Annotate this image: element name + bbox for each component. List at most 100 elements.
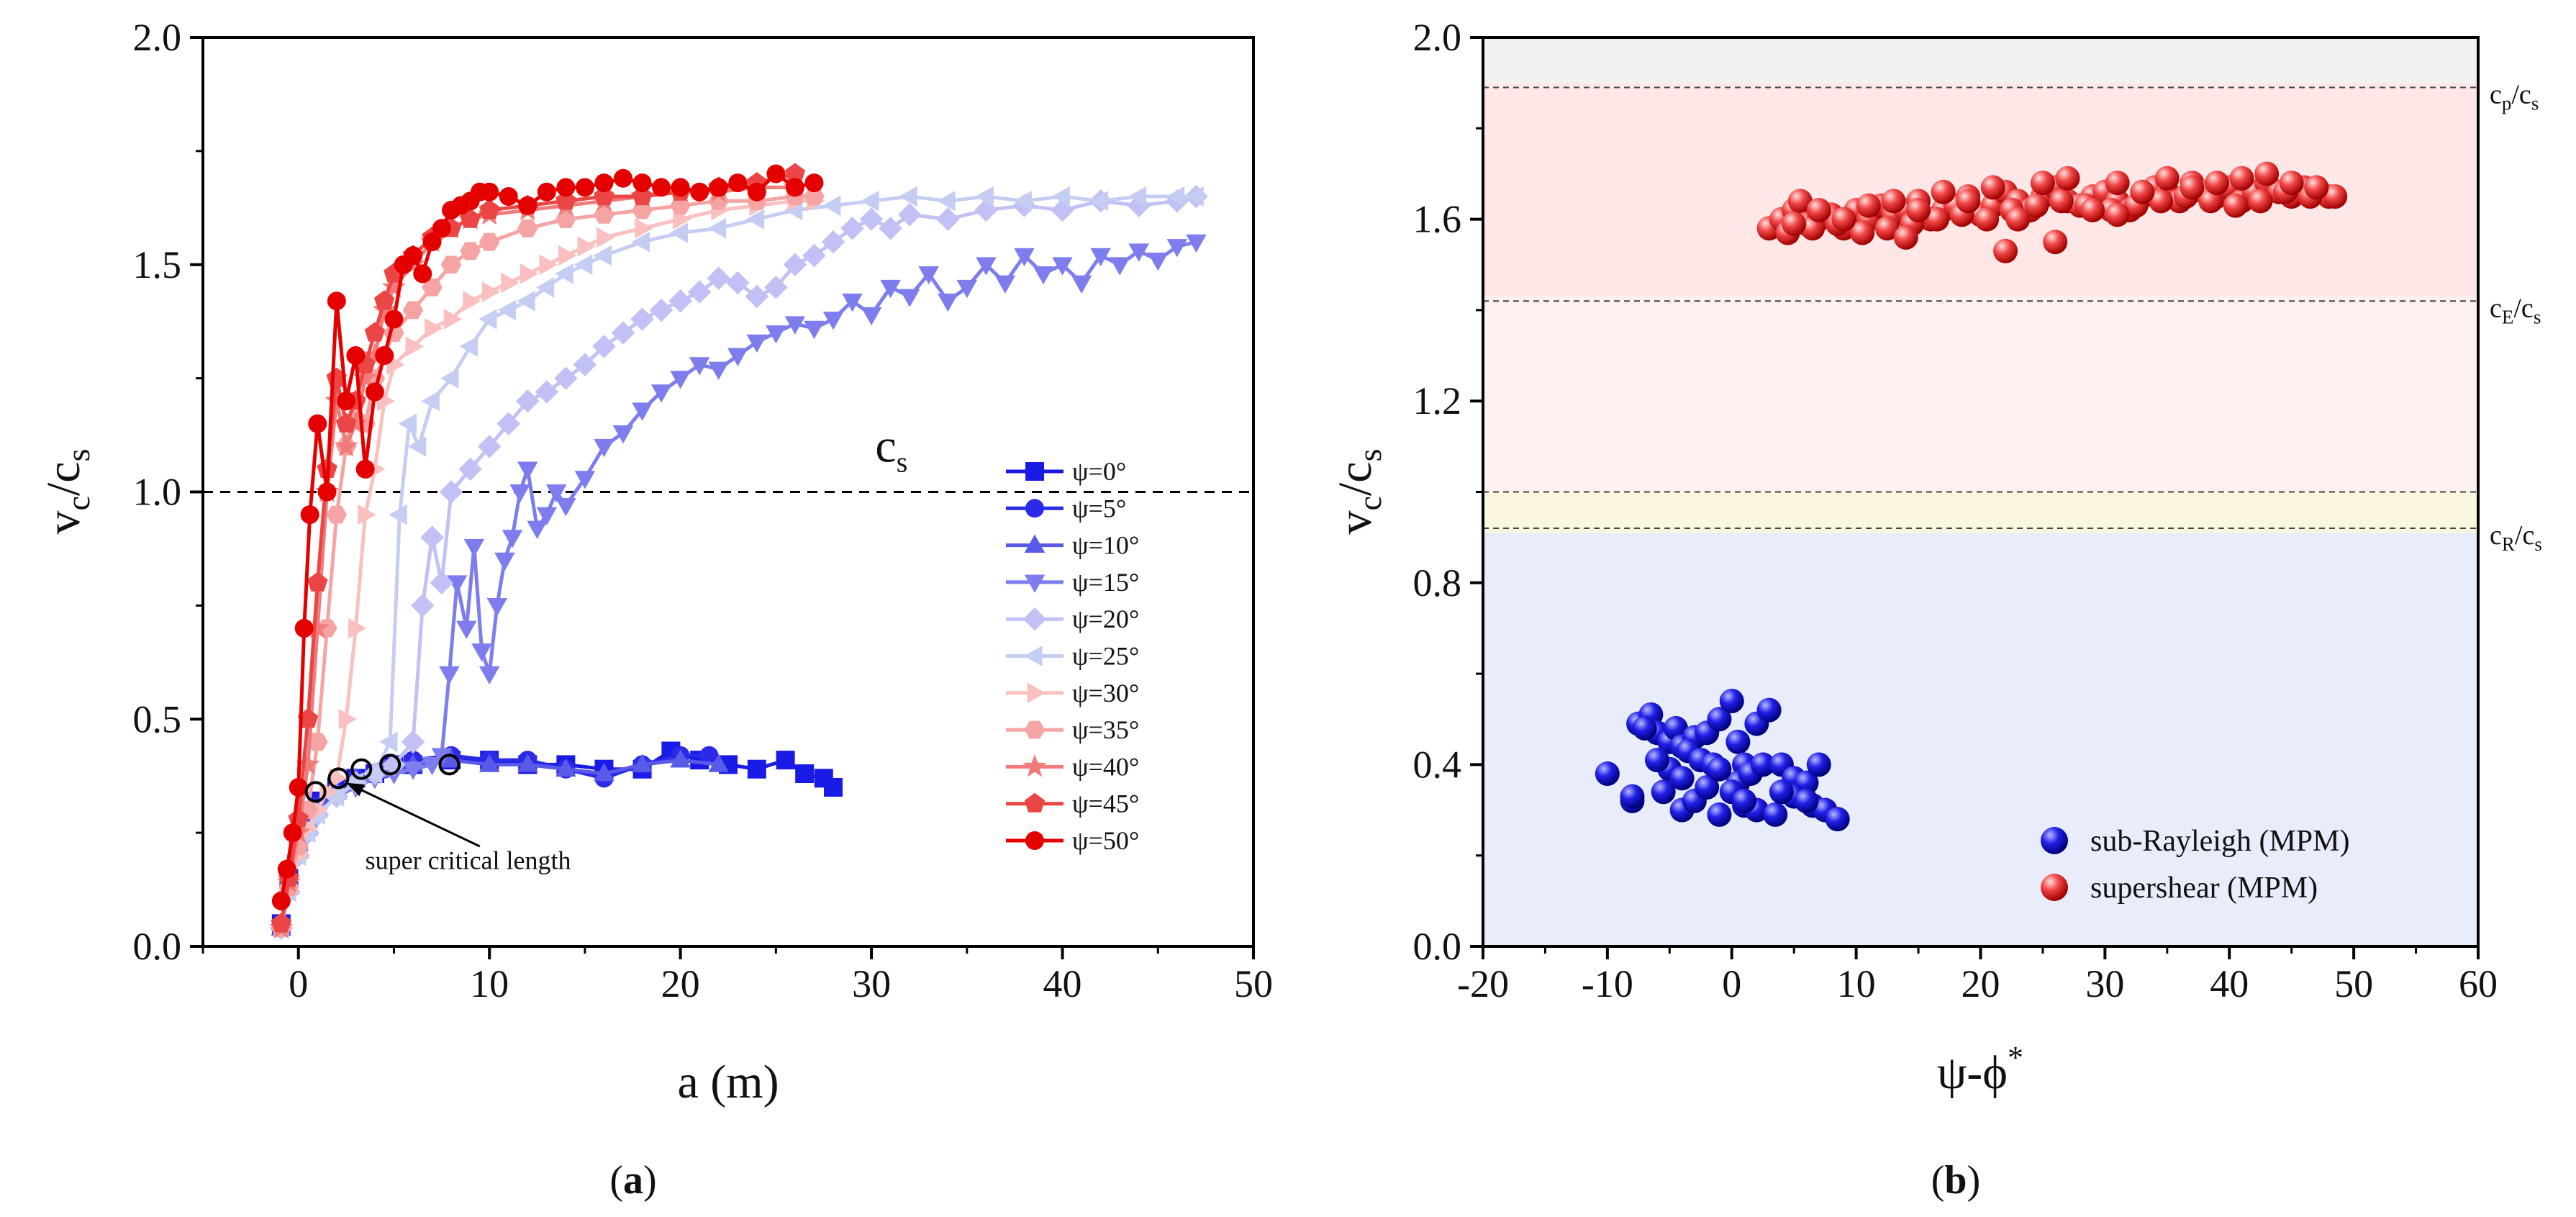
data-point	[516, 389, 540, 413]
y-tick-label: 2.0	[133, 16, 182, 59]
data-point	[1707, 756, 1732, 782]
data-point	[422, 278, 443, 297]
data-point	[1906, 197, 1931, 222]
data-point	[632, 201, 653, 220]
data-point	[555, 498, 576, 517]
data-point	[632, 754, 653, 772]
data-point	[1806, 752, 1831, 777]
data-point	[317, 482, 337, 502]
y-tick-label: 0.5	[133, 697, 182, 741]
data-point	[727, 348, 748, 366]
data-point	[2055, 166, 2080, 191]
data-point	[594, 173, 614, 193]
legend-marker	[1024, 574, 1046, 593]
y-tick-label: 1.0	[133, 471, 182, 514]
data-point	[1794, 788, 1819, 813]
data-point	[1089, 191, 1108, 212]
data-point	[374, 290, 395, 310]
data-point	[535, 277, 555, 298]
data-point	[535, 380, 559, 404]
data-point	[766, 164, 786, 184]
data-point	[555, 263, 573, 284]
data-point	[1651, 779, 1676, 805]
data-point	[536, 507, 558, 525]
data-point	[1013, 191, 1032, 212]
data-point	[389, 504, 407, 525]
chart-a-xlabel: a (m)	[677, 1056, 779, 1108]
series-line	[279, 194, 1197, 929]
series-sub-rayleigh	[1595, 688, 1850, 832]
data-point	[1051, 198, 1074, 222]
super-critical-annotation: super critical length	[304, 754, 571, 875]
y-tick-label: 0.0	[133, 925, 182, 968]
data-point	[517, 754, 538, 772]
data-point	[670, 196, 691, 214]
series-line	[279, 185, 795, 929]
data-point	[2229, 166, 2254, 191]
data-point	[509, 484, 530, 503]
data-point	[632, 402, 653, 421]
series-8	[269, 174, 807, 938]
data-point	[2049, 189, 2074, 214]
data-point	[597, 227, 615, 248]
data-point	[307, 571, 328, 592]
legend-marker	[1022, 754, 1047, 777]
data-point	[527, 520, 548, 539]
legend-item: ψ=30°	[1006, 679, 1139, 707]
data-point	[2279, 171, 2304, 196]
data-point	[425, 317, 443, 339]
data-point	[2130, 179, 2155, 204]
x-tick-label: 20	[1962, 962, 2000, 1005]
data-point	[594, 438, 614, 458]
data-point	[2149, 189, 2174, 214]
chart-a-ticks: 0 10 20 30 40 50 0.0 0.5 1.0 1.5 2.0	[133, 16, 1274, 1005]
data-point	[784, 163, 806, 183]
y-tick-label: 2.0	[1413, 16, 1462, 59]
legend-label: ψ=10°	[1072, 531, 1139, 560]
data-point	[517, 461, 538, 480]
y-tick-label: 1.6	[1413, 198, 1462, 241]
data-point	[1725, 729, 1751, 754]
data-point	[707, 217, 727, 239]
data-point	[545, 484, 567, 503]
series-4	[269, 184, 1208, 940]
data-point	[708, 361, 729, 380]
data-point	[305, 615, 330, 639]
data-point	[1850, 220, 1875, 245]
data-point	[1128, 243, 1149, 262]
data-point	[499, 187, 518, 207]
data-point	[784, 316, 806, 335]
chart-b-legend: sub-Rayleigh (MPM) supershear (MPM)	[2041, 825, 2350, 905]
data-point	[575, 178, 594, 197]
legend-label: sub-Rayleigh (MPM)	[2090, 825, 2350, 858]
data-point	[456, 620, 477, 639]
data-point	[329, 768, 348, 789]
data-point	[365, 382, 384, 402]
data-point	[381, 274, 407, 298]
data-point	[401, 730, 425, 754]
data-point	[539, 254, 558, 276]
legend-item: ψ=15°	[1006, 568, 1139, 597]
data-point	[502, 530, 523, 548]
x-axis-label-a: a (m)	[677, 1056, 779, 1108]
data-point	[480, 182, 499, 202]
data-point	[479, 199, 500, 220]
legend-label: ψ=45°	[1072, 790, 1139, 818]
data-point	[1052, 257, 1073, 276]
data-point	[554, 366, 578, 390]
data-point	[413, 264, 432, 284]
data-point	[277, 859, 296, 879]
data-point	[1620, 784, 1645, 809]
data-point	[879, 217, 902, 240]
data-point	[460, 242, 481, 261]
data-point	[430, 571, 454, 594]
data-point	[668, 289, 692, 313]
data-point	[479, 309, 497, 330]
data-point	[1769, 779, 1794, 805]
data-point	[804, 187, 825, 206]
critical-length-marker	[304, 781, 327, 803]
data-point	[555, 758, 576, 777]
data-point	[1185, 186, 1204, 207]
critical-length-marker	[379, 754, 402, 776]
